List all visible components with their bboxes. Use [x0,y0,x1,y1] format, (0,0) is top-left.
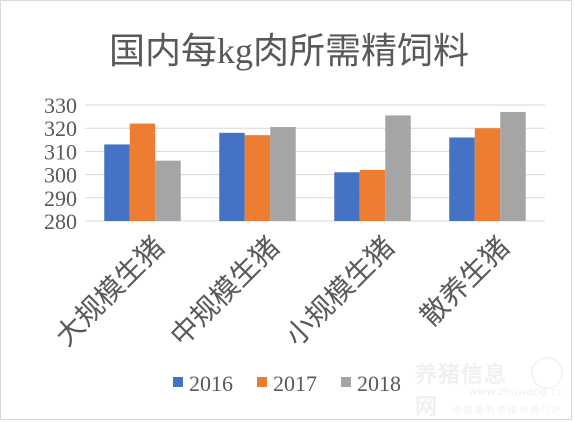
legend-swatch-2016 [173,377,183,387]
y-tick-label: 290 [44,186,77,211]
y-tick-label: 300 [44,163,77,188]
legend-swatch-2018 [341,377,351,387]
x-category-label: 小规模生猪 [279,231,401,353]
legend-swatch-2017 [257,377,267,387]
bar-2016-0 [104,144,130,221]
bar-2017-1 [244,135,271,221]
y-tick-label: 320 [44,116,77,141]
x-category-label: 大规模生猪 [49,231,171,353]
bar-2017-2 [359,169,386,221]
bar-2018-1 [270,127,296,221]
bar-2016-2 [334,172,360,221]
bar-2018-3 [500,111,526,221]
y-tick-label: 310 [44,139,77,164]
bar-2017-0 [129,123,156,221]
y-tick-label: 280 [44,209,77,234]
bar-2018-0 [155,160,181,221]
y-tick-label: 330 [44,93,77,118]
chart-title: 国内每kg肉所需精饲料 [109,31,469,71]
legend-label-2017: 2017 [273,371,317,396]
legend-label-2018: 2018 [357,371,401,396]
x-category-label: 散养生猪 [414,231,516,333]
x-category-label: 中规模生猪 [164,231,286,353]
bar-2018-2 [385,115,411,221]
bar-2017-3 [474,128,501,221]
legend-label-2016: 2016 [189,371,233,396]
bar-2016-1 [219,132,245,221]
bar-2016-3 [449,137,475,221]
